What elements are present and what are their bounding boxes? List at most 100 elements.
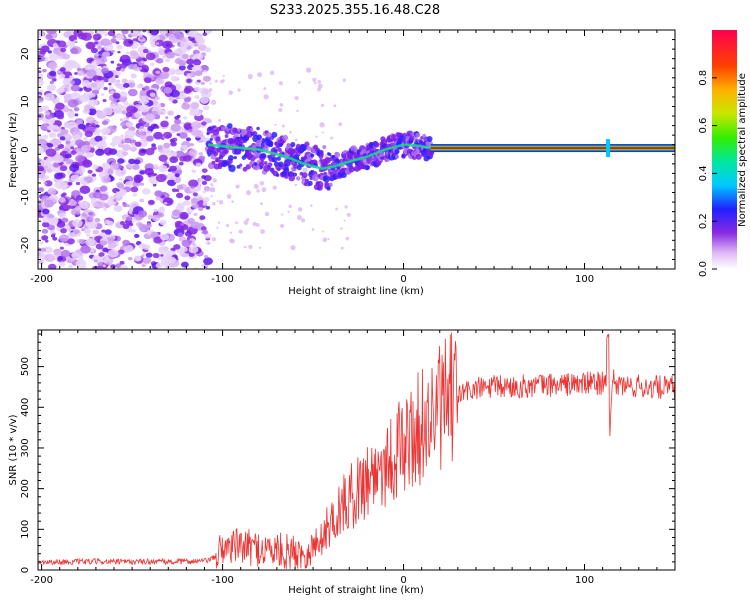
noise-blob (131, 211, 136, 215)
noise-blob (42, 208, 50, 215)
noise-blob (119, 265, 129, 269)
noise-blob (179, 132, 188, 139)
noise-blob (154, 39, 164, 47)
tone-blob (292, 172, 297, 177)
noise-blob (139, 104, 150, 113)
noise-blob (189, 143, 194, 147)
tone-blob (310, 153, 315, 158)
noise-blob (79, 185, 91, 194)
noise-blob (164, 161, 168, 164)
noise-blob (155, 77, 165, 85)
noise-blob (182, 155, 192, 162)
noise-blob (174, 58, 183, 65)
noise-blob (168, 96, 175, 102)
sparse-blob (255, 222, 260, 227)
sparse-blob (294, 138, 298, 142)
noise-blob (45, 148, 57, 157)
noise-blob (94, 53, 99, 57)
tone-blob (233, 156, 237, 160)
noise-blob (83, 211, 87, 214)
sparse-blob (319, 122, 325, 128)
noise-blob (59, 136, 66, 141)
noise-blob (181, 102, 191, 110)
noise-blob (128, 158, 136, 165)
sparse-blob (231, 200, 234, 203)
noise-blob (108, 195, 115, 201)
noise-blob (112, 35, 117, 39)
noise-blob (176, 184, 184, 190)
noise-blob (193, 86, 201, 92)
noise-blob (47, 124, 55, 131)
tone-blob (394, 149, 400, 155)
noise-blob (204, 233, 212, 239)
noise-blob (66, 110, 75, 117)
noise-blob (198, 152, 204, 156)
noise-blob (192, 192, 198, 197)
noise-blob (52, 154, 64, 164)
noise-blob (186, 75, 190, 78)
noise-blob (147, 125, 155, 132)
noise-blob (101, 67, 109, 74)
noise-blob (145, 99, 150, 103)
noise-blob (181, 144, 189, 150)
spectrogram-ytick-label: 20 (20, 48, 31, 61)
sparse-blob (343, 219, 346, 222)
noise-blob (45, 157, 54, 164)
sparse-blob (243, 245, 247, 249)
snr-panel: -200 -100 0 100 0 100 200 300 400 500 Height of s… (8, 329, 676, 596)
sparse-blob (211, 188, 216, 193)
noise-blob (204, 47, 211, 53)
noise-blob (49, 80, 54, 85)
noise-blob (175, 69, 180, 73)
noise-blob (170, 123, 181, 132)
tone-blob (365, 165, 371, 170)
noise-blob (58, 261, 66, 267)
colorbar-tick-label: 0.4 (698, 165, 709, 181)
tone-blob (227, 123, 233, 129)
noise-blob (44, 110, 51, 116)
noise-blob (145, 52, 156, 61)
noise-blob (193, 129, 204, 138)
noise-blob (108, 78, 113, 82)
tone-blob (215, 157, 221, 163)
tone-blob (278, 142, 283, 147)
noise-blob (167, 256, 177, 264)
noise-blob (72, 134, 82, 142)
noise-blob (46, 84, 57, 92)
colorbar-ticks: 0.0 0.2 0.4 0.6 0.8 (698, 70, 717, 277)
noise-blob (120, 121, 127, 127)
noise-blob (179, 41, 189, 49)
sparse-blob (274, 123, 277, 126)
sparse-blob (210, 99, 217, 106)
noise-blob (173, 244, 181, 250)
noise-blob (161, 55, 166, 59)
noise-blob (70, 174, 80, 182)
noise-blob (180, 121, 185, 125)
sparse-blob (296, 109, 299, 113)
noise-blob (164, 58, 171, 63)
noise-blob (116, 44, 123, 50)
noise-blob (176, 114, 181, 118)
sparse-blob (226, 194, 232, 199)
noise-blob (61, 217, 69, 223)
noise-blob (142, 257, 152, 264)
noise-blob (102, 51, 111, 58)
sparse-blob (346, 212, 351, 218)
noise-blob (156, 58, 164, 64)
sparse-blob (264, 211, 270, 217)
noise-blob (71, 252, 80, 259)
tone-centerline (208, 144, 431, 170)
sparse-blob (305, 67, 312, 73)
noise-blob (53, 139, 62, 146)
noise-blob (153, 163, 159, 168)
noise-blob (153, 209, 158, 213)
noise-blob (114, 75, 119, 79)
sparse-blob (296, 214, 302, 220)
noise-blob (154, 96, 160, 101)
colorbar-gradient (712, 30, 737, 269)
noise-blob (110, 38, 117, 44)
noise-blob (121, 78, 128, 84)
tone-blob (288, 174, 295, 182)
noise-blob (108, 82, 112, 86)
noise-blob (70, 146, 74, 150)
